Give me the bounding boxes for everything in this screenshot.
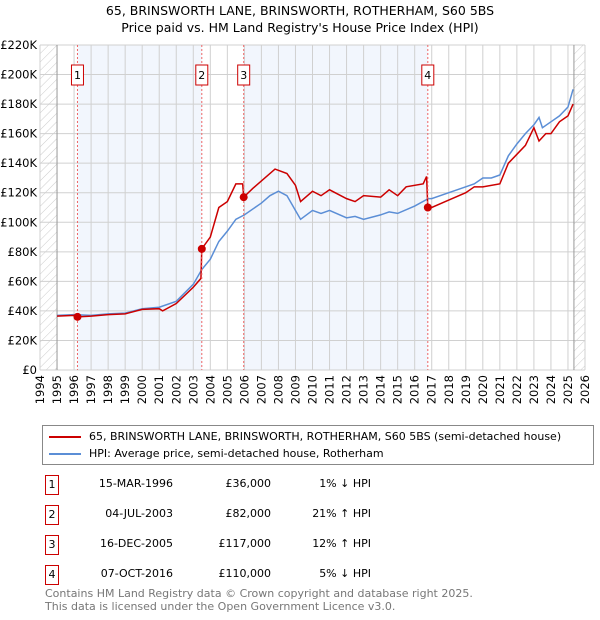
- x-tick-label: 2023: [527, 375, 541, 404]
- sale-date: 15-MAR-1996: [98, 477, 173, 490]
- footer-line-2: This data is licensed under the Open Gov…: [45, 600, 396, 613]
- legend: 65, BRINSWORTH LANE, BRINSWORTH, ROTHERH…: [42, 425, 594, 465]
- y-tick-label: £160K: [0, 127, 37, 141]
- x-tick-label: 2002: [169, 375, 183, 404]
- sale-label: 2: [198, 69, 205, 82]
- y-tick-label: £200K: [0, 68, 37, 82]
- x-tick-label: 2016: [408, 375, 422, 404]
- hatched-region-pre: [40, 45, 58, 370]
- sale-point: [73, 312, 82, 321]
- legend-swatch-blue: [49, 453, 81, 455]
- sale-hpi-diff: 12% ↑ HPI: [312, 537, 371, 550]
- x-tick-label: 2008: [271, 375, 285, 404]
- x-tick-label: 1996: [67, 375, 81, 404]
- sale-hpi-diff: 5% ↓ HPI: [319, 567, 371, 580]
- sale-number: 2: [45, 505, 59, 525]
- hatched-region-post: [573, 45, 585, 370]
- property-price-line: [56, 103, 574, 318]
- sale-row: 1 15-MAR-1996 £36,000 1% ↓ HPI: [45, 475, 445, 495]
- x-tick-label: 2009: [288, 375, 302, 404]
- y-tick-label: £40K: [8, 304, 38, 318]
- x-tick-label: 2005: [220, 375, 234, 404]
- x-tick-label: 2024: [544, 375, 558, 404]
- y-tick-label: £60K: [8, 274, 38, 288]
- y-tick-label: £20K: [8, 333, 38, 347]
- x-tick-label: 2018: [442, 375, 456, 404]
- sale-number: 4: [45, 565, 59, 585]
- legend-swatch-red: [49, 436, 81, 438]
- x-tick-label: 1995: [50, 375, 64, 404]
- x-tick-label: 2001: [152, 375, 166, 404]
- sale-row: 3 16-DEC-2005 £117,000 12% ↑ HPI: [45, 535, 445, 555]
- footer-line-1: Contains HM Land Registry data © Crown c…: [45, 587, 473, 600]
- sale-row: 2 04-JUL-2003 £82,000 21% ↑ HPI: [45, 505, 445, 525]
- x-tick-label: 2021: [493, 375, 507, 404]
- x-tick-label: 2017: [425, 375, 439, 404]
- y-tick-label: £80K: [8, 245, 38, 259]
- sale-price: £117,000: [218, 537, 272, 550]
- x-tick-label: 2010: [306, 375, 320, 404]
- hpi-line: [56, 89, 574, 317]
- x-tick-label: 2003: [186, 375, 200, 404]
- x-tick-label: 2011: [323, 375, 337, 404]
- sale-price: £36,000: [225, 477, 272, 490]
- sale-number: 1: [45, 475, 59, 495]
- legend-label: HPI: Average price, semi-detached house,…: [89, 447, 384, 460]
- sale-point: [239, 193, 248, 202]
- sale-price: £82,000: [225, 507, 272, 520]
- sale-price: £110,000: [218, 567, 272, 580]
- sale-point: [197, 244, 206, 253]
- x-tick-label: 1997: [84, 375, 98, 404]
- sale-hpi-diff: 1% ↓ HPI: [319, 477, 371, 490]
- x-tick-label: 2022: [510, 375, 524, 404]
- x-tick-label: 1998: [101, 375, 115, 404]
- legend-label: 65, BRINSWORTH LANE, BRINSWORTH, ROTHERH…: [89, 430, 562, 443]
- x-tick-label: 2015: [391, 375, 405, 404]
- sale-label: 1: [74, 69, 81, 82]
- sale-label-box: [237, 64, 251, 86]
- sale-date: 04-JUL-2003: [105, 507, 173, 520]
- sale-label: 4: [424, 69, 431, 82]
- x-tick-label: 1994: [33, 375, 47, 404]
- sale-label: 3: [240, 69, 247, 82]
- x-tick-label: 2000: [135, 375, 149, 404]
- sale-row: 4 07-OCT-2016 £110,000 5% ↓ HPI: [45, 565, 445, 585]
- x-tick-label: 2006: [237, 375, 251, 404]
- x-tick-label: 1999: [118, 375, 132, 404]
- y-tick-label: £120K: [0, 186, 37, 200]
- sale-hpi-diff: 21% ↑ HPI: [312, 507, 371, 520]
- sale-date: 07-OCT-2016: [100, 567, 173, 580]
- legend-item-hpi: HPI: Average price, semi-detached house,…: [49, 447, 384, 461]
- x-tick-label: 2007: [254, 375, 268, 404]
- chart-title: 65, BRINSWORTH LANE, BRINSWORTH, ROTHERH…: [105, 3, 495, 18]
- sale-label-box: [70, 64, 84, 86]
- shaded-period: [243, 45, 428, 370]
- x-tick-label: 2014: [374, 375, 388, 404]
- chart-subtitle: Price paid vs. HM Land Registry's House …: [121, 20, 479, 35]
- sale-number: 3: [45, 535, 59, 555]
- y-tick-label: £140K: [0, 156, 37, 170]
- x-tick-label: 2013: [357, 375, 371, 404]
- sale-date: 16-DEC-2005: [99, 537, 173, 550]
- sale-point: [423, 203, 432, 212]
- y-tick-label: £100K: [0, 215, 37, 229]
- x-tick-label: 2019: [459, 375, 473, 404]
- sale-label-box: [421, 64, 435, 86]
- x-tick-label: 2020: [476, 375, 490, 404]
- x-tick-label: 2026: [578, 375, 592, 404]
- price-chart: 1 2 3 4 1994 1995 1996 1997 1998 1999 2000 2001 2002…: [0, 38, 592, 404]
- shaded-period: [77, 45, 202, 370]
- x-tick-label: 2012: [340, 375, 354, 404]
- y-tick-label: £220K: [0, 38, 37, 52]
- sale-label-box: [195, 64, 209, 86]
- legend-item-property: 65, BRINSWORTH LANE, BRINSWORTH, ROTHERH…: [49, 430, 561, 444]
- x-tick-label: 2004: [203, 375, 217, 404]
- y-tick-label: £0: [22, 363, 37, 377]
- y-tick-label: £180K: [0, 97, 37, 111]
- x-tick-label: 2025: [561, 375, 575, 404]
- footer: Contains HM Land Registry data © Crown c…: [45, 587, 473, 613]
